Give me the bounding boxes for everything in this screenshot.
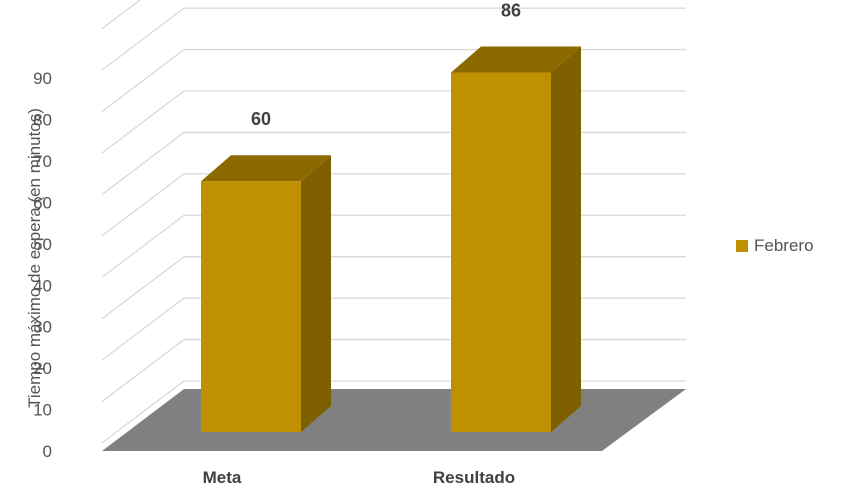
data-label-resultado: 86	[501, 1, 521, 21]
y-tick-label: 70	[33, 152, 52, 171]
x-axis-categories: Meta Resultado	[203, 468, 515, 487]
y-axis-ticks: 0 10 20 30 40 50 60 70 80 90	[33, 69, 52, 461]
y-tick-label: 60	[33, 193, 52, 212]
bar-top-meta	[201, 155, 331, 182]
bar-side-meta	[301, 155, 331, 432]
y-tick-label: 20	[33, 359, 52, 378]
bar-top-resultado	[451, 46, 581, 73]
gridline-diagonal	[101, 90, 185, 154]
gridline-diagonal	[101, 380, 185, 444]
legend-swatch	[736, 240, 748, 252]
gridline-diagonal	[101, 214, 185, 278]
y-tick-label: 10	[33, 401, 52, 420]
x-category-label: Meta	[203, 468, 242, 487]
y-tick-label: 80	[33, 111, 52, 130]
legend: Febrero	[736, 236, 814, 256]
legend-label: Febrero	[754, 236, 814, 255]
gridline-diagonal	[101, 256, 185, 320]
bar-resultado	[451, 72, 551, 433]
gridline-diagonal	[101, 131, 185, 195]
data-label-meta: 60	[251, 109, 271, 129]
chart-floor	[102, 389, 686, 451]
x-category-label: Resultado	[433, 468, 515, 487]
gridline-diagonal	[101, 339, 185, 403]
bars: 60 86	[201, 1, 581, 433]
gridline-diagonal	[101, 173, 185, 237]
bar-meta	[201, 181, 301, 432]
bar-side-resultado	[551, 46, 581, 433]
y-tick-label: 40	[33, 276, 52, 295]
y-tick-label: 0	[43, 442, 52, 461]
y-tick-label: 50	[33, 235, 52, 254]
gridline-diagonal	[101, 297, 185, 361]
y-tick-label: 30	[33, 318, 52, 337]
gridline-diagonal	[101, 7, 185, 71]
gridlines	[101, 0, 686, 444]
y-axis-title: Tiempo máximo de espera (en minutos)	[25, 108, 44, 408]
gridline-diagonal	[101, 0, 142, 30]
y-tick-label: 90	[33, 69, 52, 88]
gridline-diagonal	[101, 49, 185, 113]
